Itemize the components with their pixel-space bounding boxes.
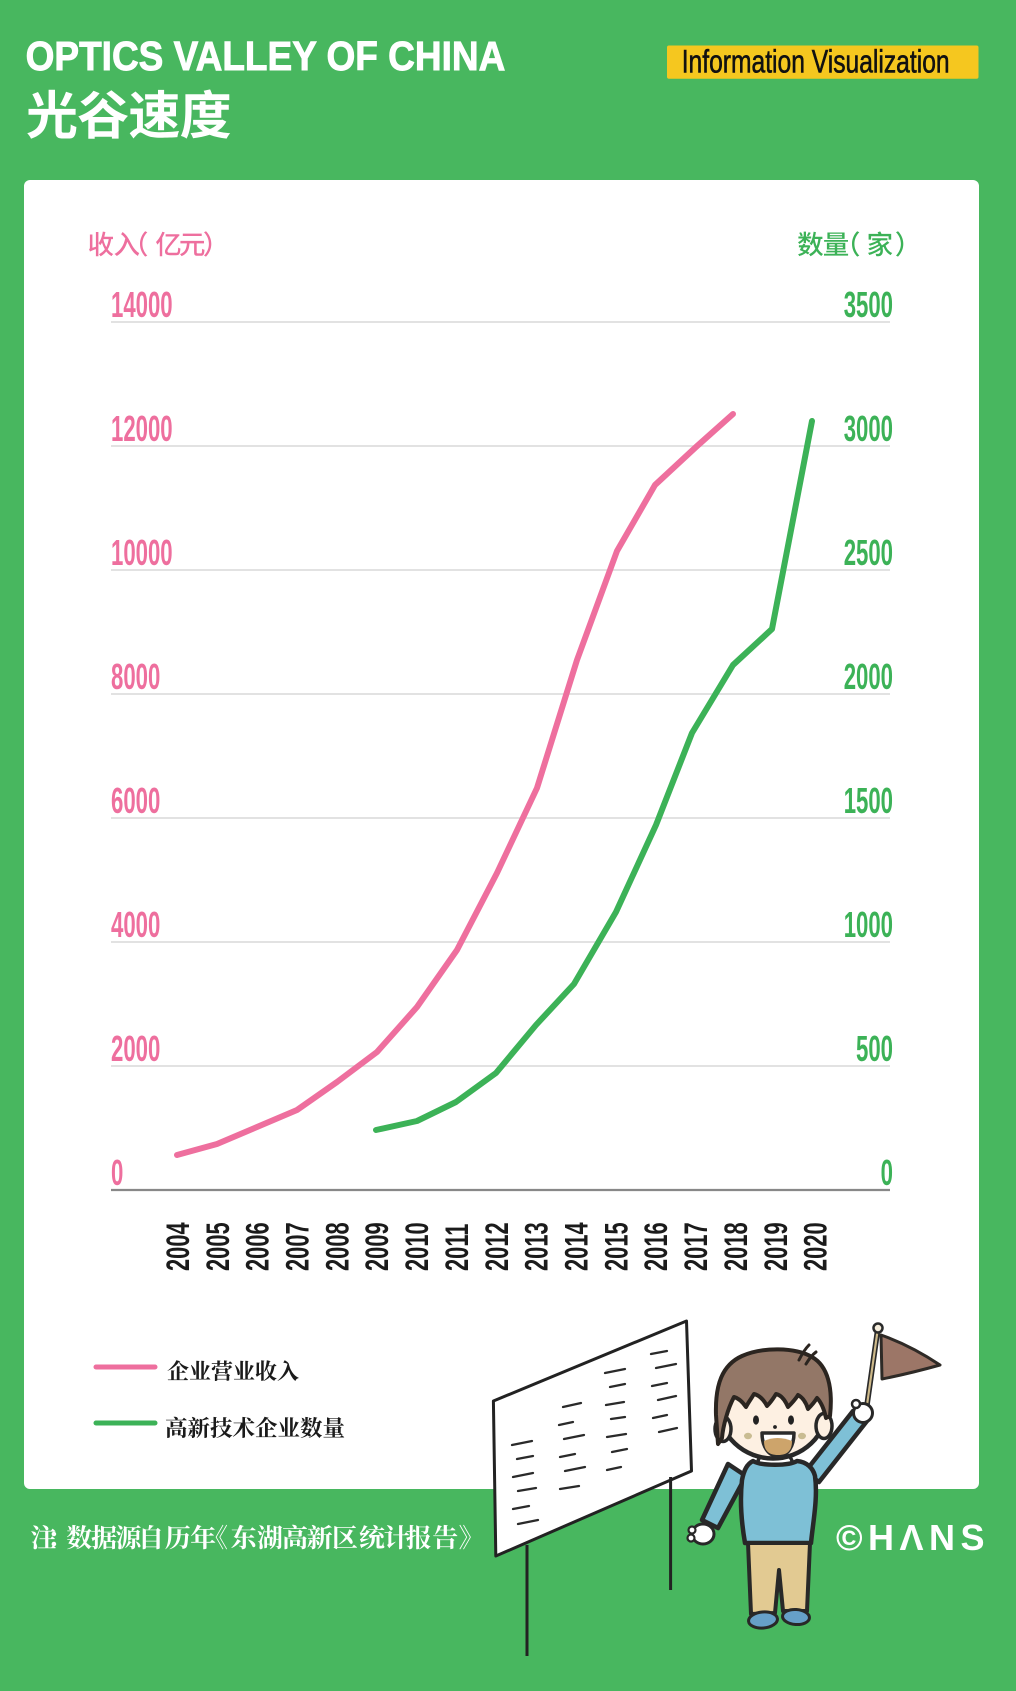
svg-text:2000: 2000 bbox=[844, 658, 893, 698]
svg-text:2010: 2010 bbox=[399, 1222, 435, 1271]
svg-text:3000: 3000 bbox=[844, 410, 893, 450]
svg-text:500: 500 bbox=[856, 1030, 893, 1070]
svg-text:2014: 2014 bbox=[558, 1222, 594, 1271]
svg-text:1000: 1000 bbox=[844, 906, 893, 946]
svg-text:0: 0 bbox=[111, 1154, 123, 1194]
svg-text:2015: 2015 bbox=[598, 1222, 634, 1271]
svg-text:12000: 12000 bbox=[111, 410, 173, 450]
svg-text:4000: 4000 bbox=[111, 906, 160, 946]
svg-text:Information Visualization: Information Visualization bbox=[682, 44, 950, 80]
svg-text:2000: 2000 bbox=[111, 1030, 160, 1070]
svg-text:2019: 2019 bbox=[758, 1222, 794, 1271]
svg-text:1500: 1500 bbox=[844, 782, 893, 822]
svg-text:2013: 2013 bbox=[519, 1222, 555, 1271]
svg-text:2018: 2018 bbox=[718, 1222, 754, 1271]
svg-text:10000: 10000 bbox=[111, 534, 173, 574]
svg-text:3500: 3500 bbox=[844, 286, 893, 326]
svg-text:0: 0 bbox=[881, 1154, 893, 1194]
svg-text:2012: 2012 bbox=[479, 1222, 515, 1271]
svg-text:2007: 2007 bbox=[279, 1222, 315, 1271]
svg-text:2006: 2006 bbox=[240, 1222, 276, 1271]
svg-text:2500: 2500 bbox=[844, 534, 893, 574]
svg-text:8000: 8000 bbox=[111, 658, 160, 698]
svg-text:2016: 2016 bbox=[638, 1222, 674, 1271]
svg-text:2011: 2011 bbox=[439, 1224, 475, 1271]
svg-text:OPTICS VALLEY OF CHINA: OPTICS VALLEY OF CHINA bbox=[26, 34, 506, 79]
svg-text:2017: 2017 bbox=[678, 1222, 714, 1271]
svg-text:2004: 2004 bbox=[160, 1222, 196, 1271]
svg-text:©HΛNS: ©HΛNS bbox=[836, 1517, 990, 1558]
svg-text:6000: 6000 bbox=[111, 782, 160, 822]
svg-text:2008: 2008 bbox=[319, 1222, 355, 1271]
svg-text:2005: 2005 bbox=[200, 1222, 236, 1271]
svg-text:14000: 14000 bbox=[111, 286, 173, 326]
svg-text:2009: 2009 bbox=[359, 1222, 395, 1271]
svg-text:2020: 2020 bbox=[797, 1222, 833, 1271]
